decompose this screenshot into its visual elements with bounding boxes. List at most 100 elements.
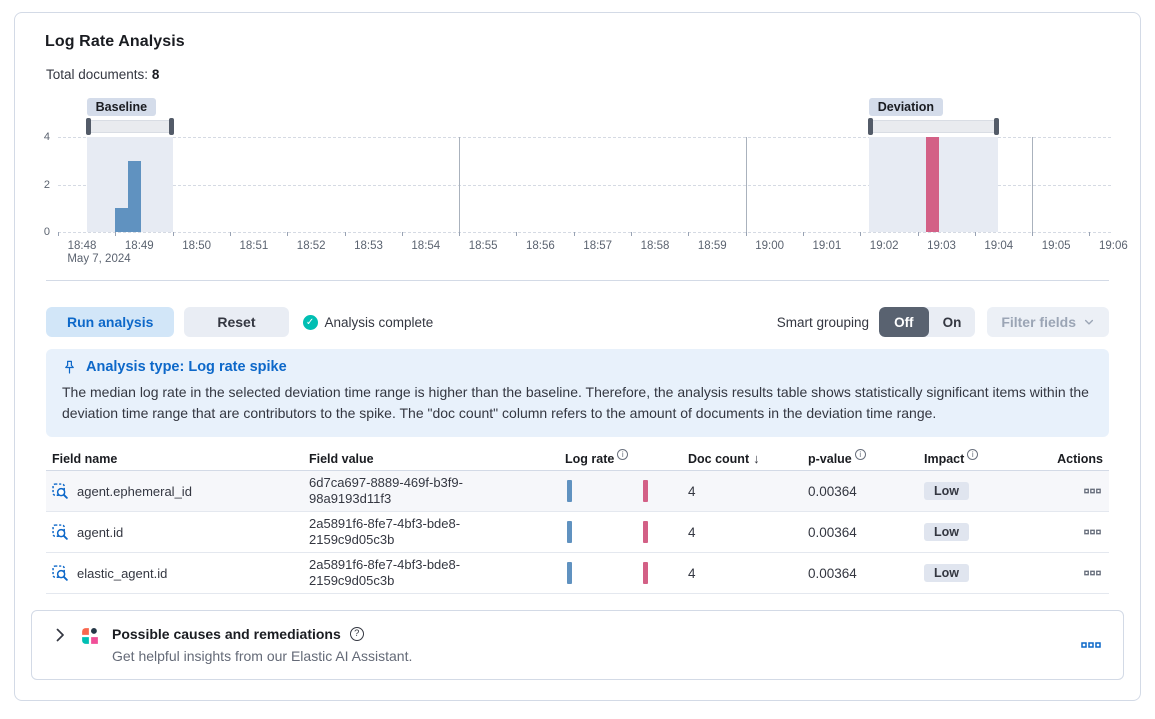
x-axis-tick: [459, 232, 461, 236]
x-axis-tick-label: 18:58: [640, 240, 670, 252]
baseline-start-handle[interactable]: [85, 118, 91, 135]
x-axis-tick-label: 19:06: [1099, 240, 1128, 252]
controls-row: Run analysis Reset ✓ Analysis complete S…: [46, 307, 1109, 337]
deviation-brush[interactable]: [868, 120, 998, 133]
x-axis-tick-label: 18:52: [296, 240, 326, 252]
mini-deviation-bar: [643, 480, 648, 502]
reset-button[interactable]: Reset: [184, 307, 289, 337]
chevron-right-icon[interactable]: [52, 627, 68, 643]
total-documents-value: 8: [151, 67, 160, 82]
doc-count-value: 4: [688, 483, 696, 499]
y-axis-tick-label: 0: [43, 226, 50, 238]
smart-grouping-off-button[interactable]: Off: [879, 307, 929, 337]
mini-deviation-bar: [643, 521, 648, 543]
results-table: Field name Field value Log rate i Doc count ↓…: [46, 447, 1109, 594]
x-axis-tick: [974, 232, 976, 236]
impact-badge: Low: [924, 564, 969, 582]
x-axis-tick-label: 18:59: [697, 240, 727, 252]
deviation-start-handle[interactable]: [867, 118, 873, 135]
x-axis-tick: [172, 232, 174, 236]
check-icon: ✓: [302, 314, 318, 330]
x-axis-tick-label: 18:57: [583, 240, 613, 252]
filter-field-icon[interactable]: [52, 564, 69, 582]
info-icon[interactable]: i: [967, 449, 979, 460]
analysis-status-label: Analysis complete: [324, 314, 434, 330]
column-header-p-value: p-value: [808, 451, 852, 466]
impact-badge: Low: [924, 482, 969, 500]
x-axis-tick-label: 19:03: [927, 240, 956, 252]
x-axis-tick: [917, 232, 919, 236]
column-header-log-rate: Log rate: [565, 451, 615, 466]
x-axis-tick: [115, 232, 117, 236]
column-header-doc-count[interactable]: Doc count: [688, 451, 750, 466]
y-axis-tick-label: 4: [43, 131, 50, 143]
deviation-end-handle[interactable]: [993, 118, 999, 135]
row-actions-button[interactable]: [1082, 524, 1103, 540]
possible-causes-accordion[interactable]: Possible causes and remediations ? Get h…: [31, 610, 1124, 680]
smart-grouping-on-button[interactable]: On: [929, 307, 976, 337]
log-rate-analysis-panel: Log Rate Analysis Total documents: 8 4 2 0…: [14, 12, 1141, 701]
pin-icon: [65, 360, 74, 374]
x-axis-tick: [745, 232, 747, 236]
x-axis-tick-label: 19:02: [869, 240, 899, 252]
smart-grouping-toggle: Off On: [879, 307, 976, 337]
filter-field-icon[interactable]: [52, 523, 69, 541]
x-axis-tick: [344, 232, 346, 236]
boxes-horizontal-icon: [1081, 642, 1101, 648]
x-axis-tick-label: 18:51: [239, 240, 269, 252]
baseline-brush[interactable]: [86, 120, 173, 133]
callout-title: Analysis type: Log rate spike: [86, 359, 287, 375]
chart-plot-area: 4 2 0 18:48 18:49 18:50 18:51 18:52 18:53 18:54 18…: [44, 131, 1128, 265]
column-header-impact: Impact: [924, 451, 965, 466]
callout-body: The median log rate in the selected devi…: [62, 384, 1089, 421]
doc-count-value: 4: [688, 524, 696, 540]
possible-causes-subtitle: Get helpful insights from our Elastic AI…: [112, 648, 413, 664]
boxes-horizontal-icon: [1084, 488, 1101, 493]
table-header-row: Field name Field value Log rate i Doc count ↓…: [46, 447, 1109, 471]
sort-descending-icon[interactable]: ↓: [753, 451, 760, 466]
baseline-bar: [128, 160, 142, 232]
row-actions-button[interactable]: [1082, 565, 1103, 581]
log-rate-mini-chart: [565, 521, 665, 543]
run-analysis-button[interactable]: Run analysis: [46, 307, 175, 337]
field-name: agent.id: [77, 524, 124, 540]
filter-fields-button[interactable]: Filter fields: [987, 307, 1109, 337]
table-row: agent.ephemeral_id 6d7ca697-8889-469f-b3f…: [46, 471, 1109, 512]
row-actions-button[interactable]: [1082, 483, 1103, 499]
document-count-chart: 4 2 0 18:48 18:49 18:50 18:51 18:52 18:53 18:54 18…: [44, 92, 1128, 265]
p-value: 0.00364: [808, 565, 857, 581]
p-value: 0.00364: [808, 524, 857, 540]
y-axis-tick-label: 2: [43, 178, 50, 191]
ai-assistant-icon: [82, 628, 98, 644]
question-in-circle-icon[interactable]: ?: [349, 627, 364, 641]
filter-field-icon[interactable]: [52, 482, 69, 500]
mini-baseline-bar: [567, 562, 572, 584]
x-axis-tick-label: 19:04: [984, 240, 1014, 252]
analysis-type-callout: Analysis type: Log rate spike The median…: [46, 349, 1109, 437]
x-axis-tick: [58, 232, 59, 236]
x-axis-tick-label: 18:55: [468, 240, 498, 252]
field-name: agent.ephemeral_id: [77, 483, 192, 499]
baseline-bar: [115, 208, 129, 232]
impact-badge: Low: [924, 523, 969, 541]
info-icon[interactable]: i: [854, 449, 866, 460]
x-axis-tick-label: 18:48: [67, 240, 97, 252]
chevron-down-icon: [1084, 319, 1094, 325]
deviation-bar: [926, 137, 940, 232]
y-gridline: [58, 232, 1111, 233]
x-axis-tick: [229, 232, 231, 236]
x-axis-tick: [631, 232, 632, 236]
field-name: elastic_agent.id: [77, 565, 168, 581]
info-icon[interactable]: i: [617, 449, 629, 460]
x-axis-tick-label: 18:49: [124, 240, 154, 252]
y-gridline: [58, 137, 1111, 138]
p-value: 0.00364: [808, 483, 857, 499]
x-axis-tick-label: 18:53: [354, 240, 383, 252]
mini-baseline-bar: [567, 480, 572, 502]
x-axis-tick: [573, 232, 575, 236]
ai-assistant-menu-button[interactable]: [1079, 636, 1103, 654]
page-title: Log Rate Analysis: [45, 33, 185, 50]
log-rate-mini-chart: [565, 562, 665, 584]
boxes-horizontal-icon: [1084, 570, 1101, 575]
baseline-end-handle[interactable]: [168, 118, 174, 135]
